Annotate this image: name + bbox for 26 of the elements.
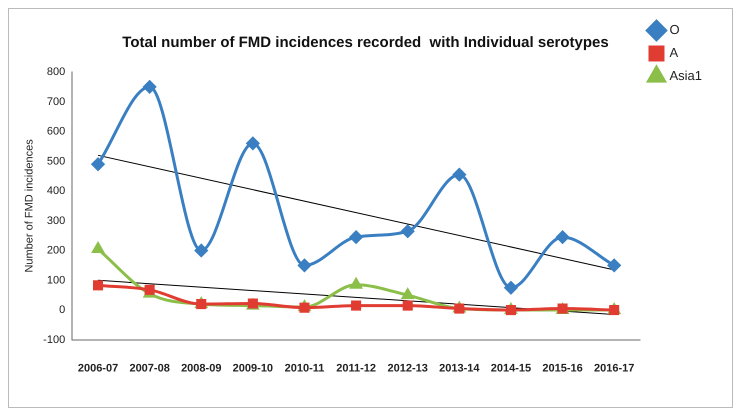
y-tick-label: 400 [46,185,66,198]
chart-title: Total number of FMD incidences recorded with Individual serotypes [122,34,609,52]
legend-label: Asia1 [669,68,702,84]
y-tick-label: 500 [46,155,66,168]
x-tick-label: 2014-15 [490,362,532,374]
x-tick-label: 2013-14 [439,362,480,374]
y-tick-label: 700 [46,96,66,108]
y-tick-label: 100 [46,274,66,286]
y-axis-title: Number of FMD incidences [24,138,36,273]
y-tick-label: 200 [46,244,66,257]
x-tick-label: 2016-17 [594,362,634,374]
y-tick-label: 300 [46,214,66,227]
x-tick-label: 2015-16 [542,362,583,374]
x-tick-label: 2007-08 [129,362,170,374]
x-tick-label: 2012-13 [388,362,428,374]
x-tick-label: 2010-11 [284,362,324,374]
y-tick-label: -100 [43,334,66,346]
x-tick-label: 2009-10 [232,362,274,374]
legend-label: O [669,22,680,38]
x-tick-label: 2008-09 [181,362,222,374]
y-tick-label: 600 [46,126,66,138]
x-tick-label: 2011-12 [336,362,376,374]
x-tick-label: 2006-07 [78,362,118,374]
legend-label: A [669,45,678,60]
y-tick-label: 800 [46,66,66,78]
y-tick-label: 0 [59,304,66,316]
